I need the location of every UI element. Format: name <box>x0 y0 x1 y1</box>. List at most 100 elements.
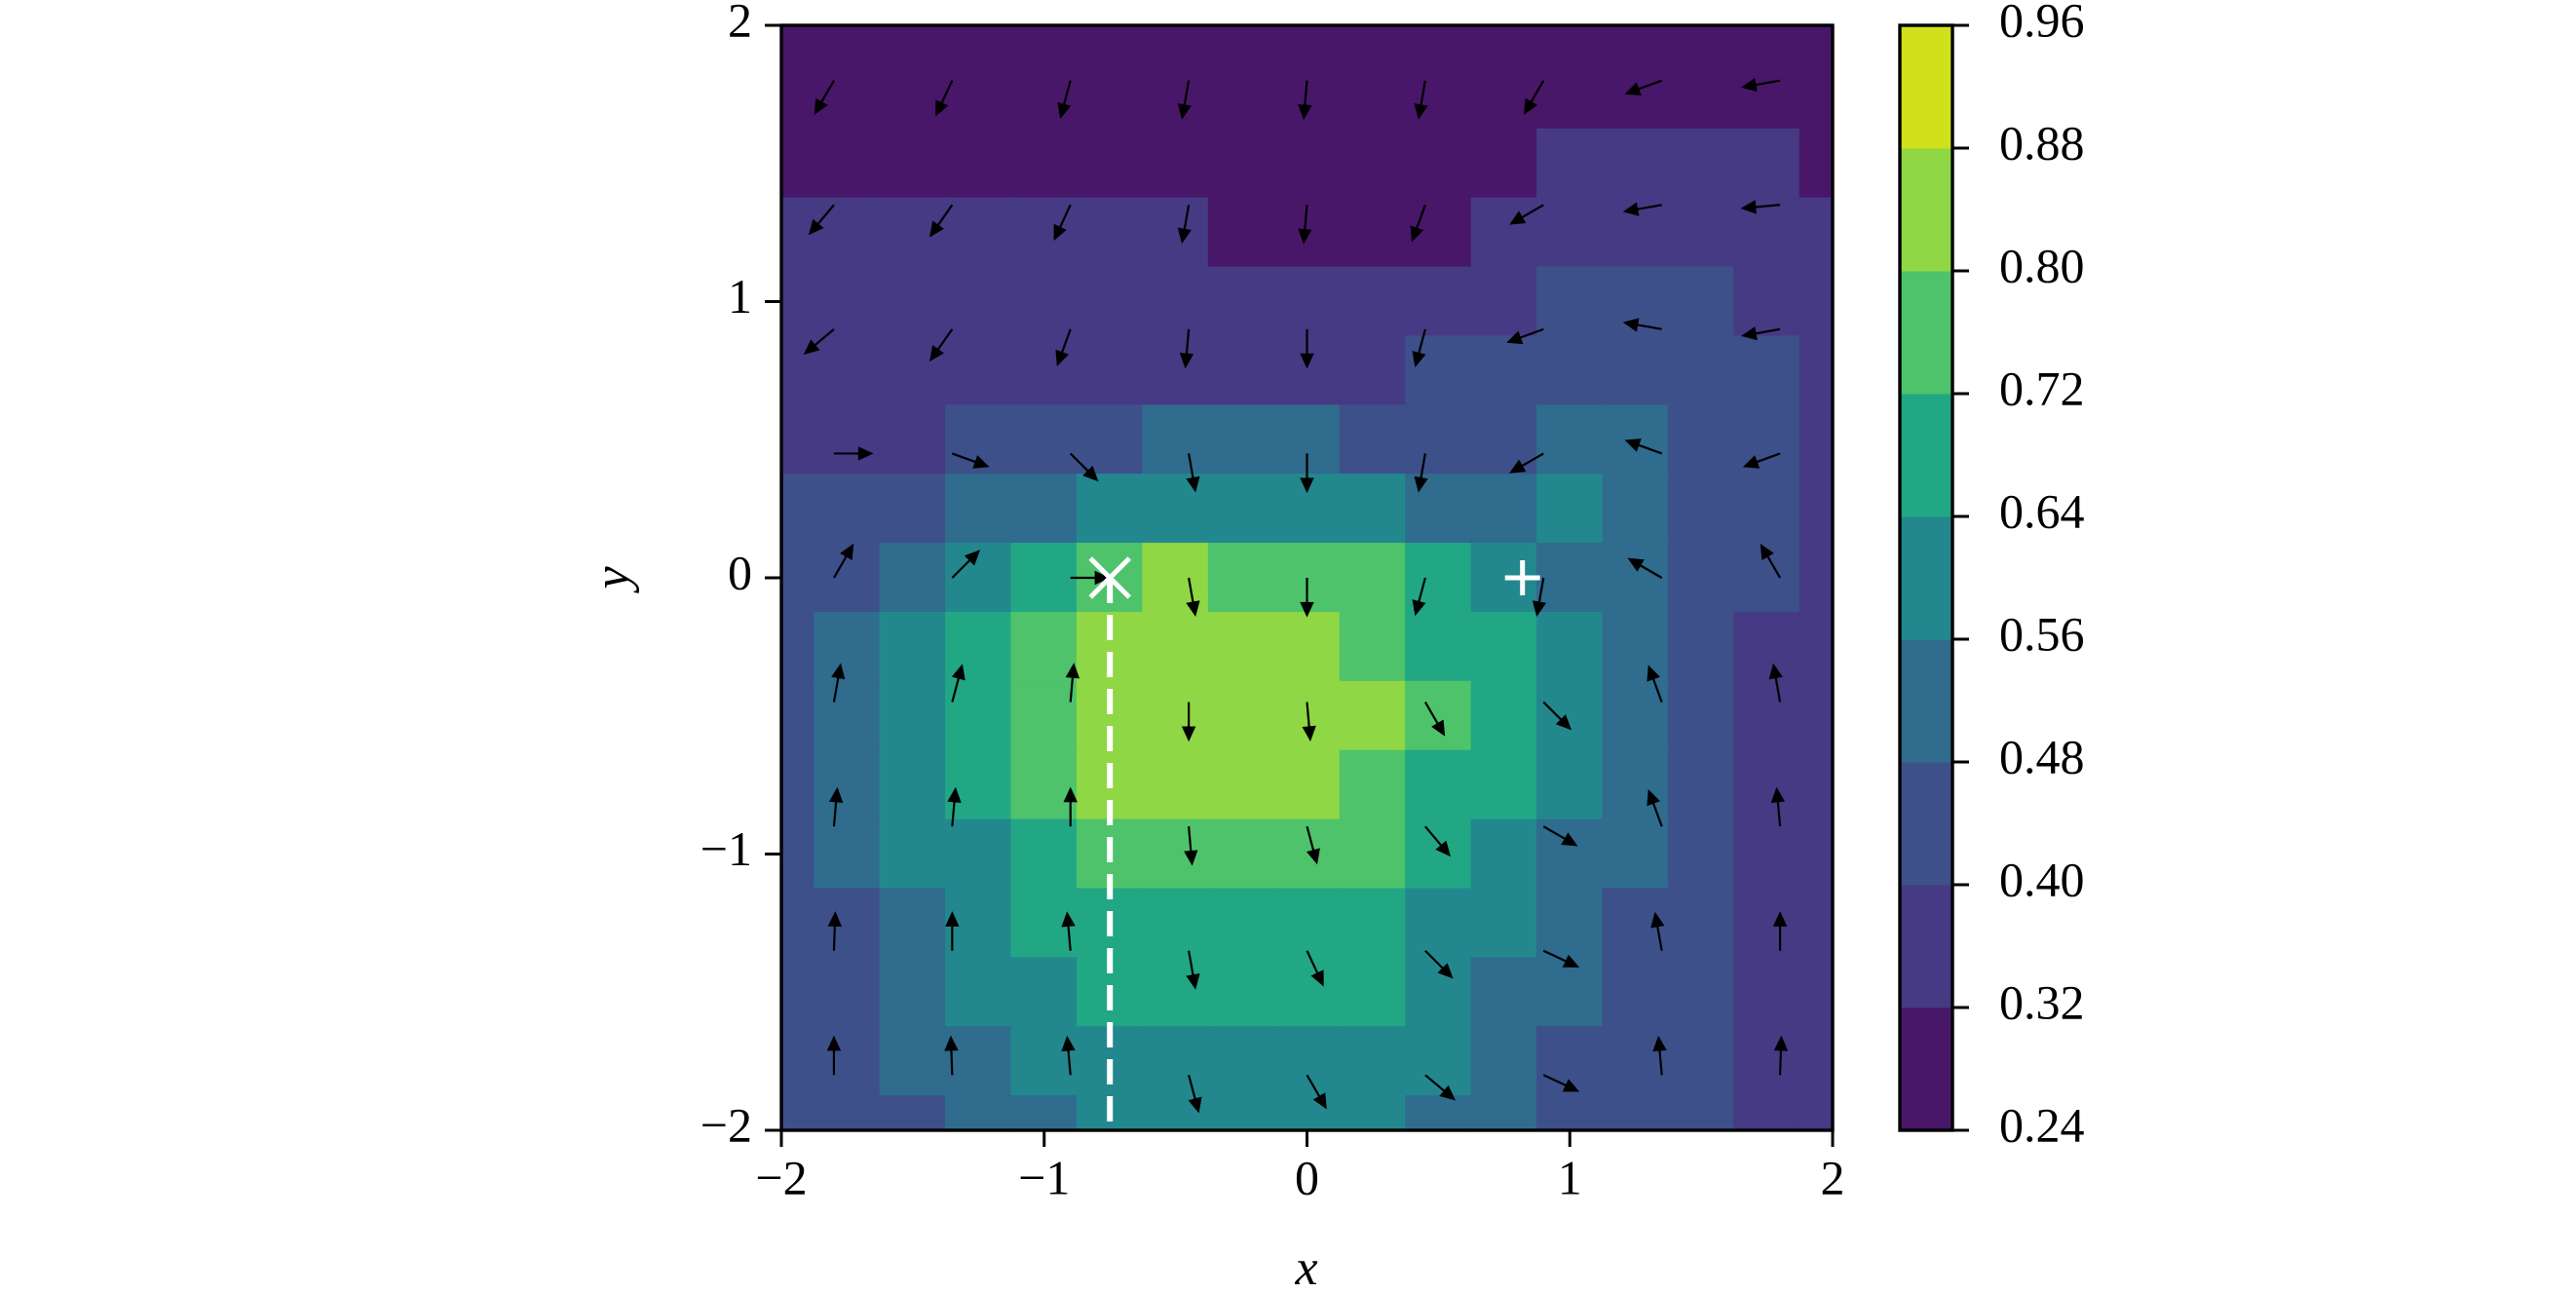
contour-cell <box>1667 25 1735 60</box>
contour-cell <box>1405 25 1472 60</box>
contour-cell <box>1405 58 1472 130</box>
contour-cell <box>1602 818 1669 890</box>
quiver-arrow <box>1186 950 1200 990</box>
contour-cell <box>1010 197 1078 268</box>
contour-cell <box>1273 1095 1341 1130</box>
contour-cell <box>814 818 881 890</box>
contour-cell <box>1207 680 1275 751</box>
contour-cell <box>945 335 1012 406</box>
quiver-arrow <box>1177 205 1192 245</box>
contour-cell <box>1339 1026 1407 1097</box>
quiver-arrow <box>1414 453 1428 493</box>
contour-cell <box>1076 266 1144 337</box>
contour-cell <box>1010 266 1078 337</box>
quiver-arrow <box>1741 326 1781 341</box>
contour-cell <box>1667 404 1735 475</box>
contour-cell <box>1142 197 1209 268</box>
contour-cell <box>945 749 1012 820</box>
contour-cell <box>1667 680 1735 751</box>
contour-cell <box>1733 128 1800 199</box>
contour-cell <box>1339 888 1407 959</box>
contour-cell <box>1405 128 1472 199</box>
contour-cell <box>1142 888 1209 959</box>
contour-cell <box>1339 749 1407 820</box>
quiver-arrow <box>1509 204 1544 225</box>
quiver-arrow <box>1770 786 1786 827</box>
contour-cell <box>1799 1026 1833 1097</box>
contour-cell <box>1142 266 1209 337</box>
contour-cell <box>945 680 1012 751</box>
contour-cell <box>1799 197 1833 268</box>
quiver-arrow <box>1410 204 1426 243</box>
contour-cell <box>1339 957 1407 1028</box>
quiver-arrow <box>929 204 954 238</box>
quiver-arrow <box>1652 1035 1667 1076</box>
y-axis-label: y <box>585 566 640 594</box>
contour-cell <box>781 404 815 475</box>
contour-cell <box>1405 1095 1472 1130</box>
quiver-arrow <box>1622 202 1662 216</box>
contour-cell <box>781 957 815 1028</box>
contour-cell <box>1602 749 1669 820</box>
quiver-arrow <box>935 80 954 117</box>
y-tick-label: −2 <box>701 1097 752 1152</box>
contour-cell <box>1667 611 1735 682</box>
contour-cell <box>1799 888 1833 959</box>
quiver-arrow <box>1184 826 1198 866</box>
contour-cell <box>1602 335 1669 406</box>
contour-cell <box>814 25 881 60</box>
contour-cell <box>1273 266 1341 337</box>
contour-cell <box>814 1095 881 1130</box>
quiver-arrow <box>828 786 844 827</box>
marker <box>1088 556 1131 599</box>
quiver-arrow <box>1055 328 1072 367</box>
contour-cell <box>1667 1026 1735 1097</box>
contour-cell <box>1076 335 1144 406</box>
contour-cell <box>1405 957 1472 1028</box>
quiver-arrow <box>1057 80 1072 119</box>
contour-cell <box>1536 58 1604 130</box>
contour-cell <box>1273 818 1341 890</box>
contour-cell <box>879 128 947 199</box>
quiver-arrow <box>1300 578 1314 618</box>
contour-cell <box>1339 1095 1407 1130</box>
contour-cell <box>1010 335 1078 406</box>
contour-cell <box>1207 1026 1275 1097</box>
contour-cell <box>945 128 1012 199</box>
quiver-arrow <box>1061 1035 1076 1076</box>
contour-cell <box>1207 818 1275 890</box>
contour-cell <box>1667 335 1735 406</box>
contour-cell <box>1667 474 1735 545</box>
colorbar-tick-label: 0.96 <box>1999 0 2085 47</box>
colorbar-tick-label: 0.64 <box>1999 483 2085 538</box>
quiver-arrow <box>1306 950 1324 987</box>
contour-cell <box>1667 818 1735 890</box>
contour-cell <box>1799 680 1833 751</box>
contour-cell <box>1799 335 1833 406</box>
y-tick-label: 0 <box>728 545 752 599</box>
contour-cell <box>1076 197 1144 268</box>
quiver-arrow <box>827 911 843 951</box>
contour-cell <box>879 335 947 406</box>
contour-cell <box>1733 335 1800 406</box>
contour-cell <box>1207 58 1275 130</box>
contour-cell <box>1207 335 1275 406</box>
contour-cell <box>1142 58 1209 130</box>
colorbar-band <box>1900 394 1952 517</box>
contour-cell <box>781 58 815 130</box>
colorbar-band <box>1900 148 1952 272</box>
quiver-arrow <box>1412 577 1426 617</box>
contour-cell <box>1142 749 1209 820</box>
quiver-arrow <box>1773 1035 1789 1076</box>
quiver-arrow <box>1061 911 1076 951</box>
contour-cell <box>1273 25 1341 60</box>
contour-cell <box>879 957 947 1028</box>
contour-cell <box>1010 543 1078 613</box>
contour-cell <box>1470 1095 1538 1130</box>
contour-field <box>781 25 1833 1130</box>
axes: −2 −1 0 1 2 −2 −1 0 1 2 0.24 0.32 0.40 0.48 0.56 0.64 0.… <box>701 0 2085 1204</box>
contour-cell <box>1076 404 1144 475</box>
contour-cell <box>1470 474 1538 545</box>
contour-cell <box>1142 818 1209 890</box>
contour-cell <box>879 818 947 890</box>
